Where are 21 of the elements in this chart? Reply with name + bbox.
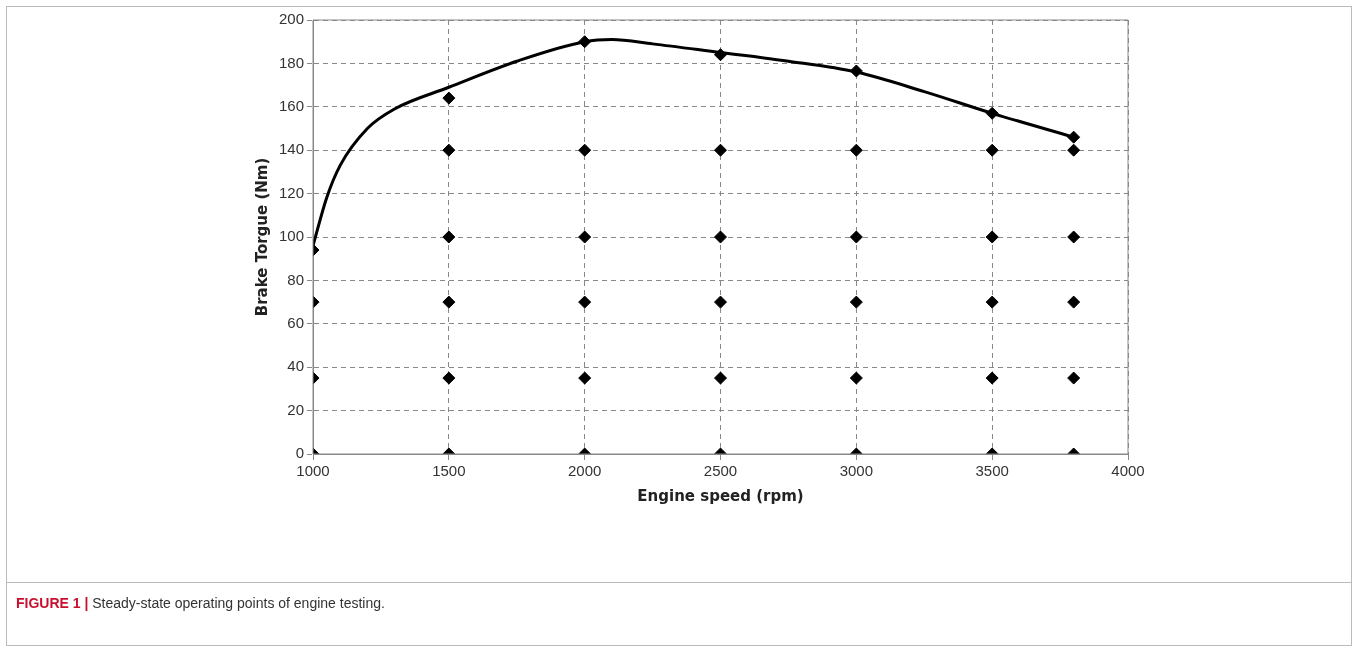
y-tick-label: 160: [279, 96, 305, 114]
y-tick-label: 140: [279, 140, 305, 158]
caption: FIGURE 1 | Steady-state operating points of engine testing.: [16, 595, 386, 611]
x-axis-title: Engine speed (rpm): [637, 486, 804, 505]
x-tick-label: 2500: [703, 462, 738, 480]
y-tick-label: 120: [279, 183, 305, 201]
y-tick-label: 80: [287, 270, 305, 288]
x-tick-label: 4000: [1111, 462, 1145, 480]
x-tick-label: 1500: [432, 462, 466, 480]
y-tick-label: 180: [279, 53, 305, 71]
y-tick-label: 60: [287, 313, 305, 331]
y-tick-label: 40: [287, 357, 305, 375]
y-tick-label: 20: [287, 400, 305, 418]
y-tick-label: 100: [279, 227, 305, 245]
x-tick-label: 3500: [975, 462, 1009, 480]
x-tick-label: 1000: [296, 462, 330, 480]
x-tick-label: 2000: [568, 462, 602, 480]
y-tick-label: 0: [295, 444, 305, 462]
y-axis-title: Brake Torgue (Nm): [252, 157, 271, 317]
x-tick-label: 3000: [839, 462, 874, 480]
y-tick-label: 200: [279, 10, 305, 28]
